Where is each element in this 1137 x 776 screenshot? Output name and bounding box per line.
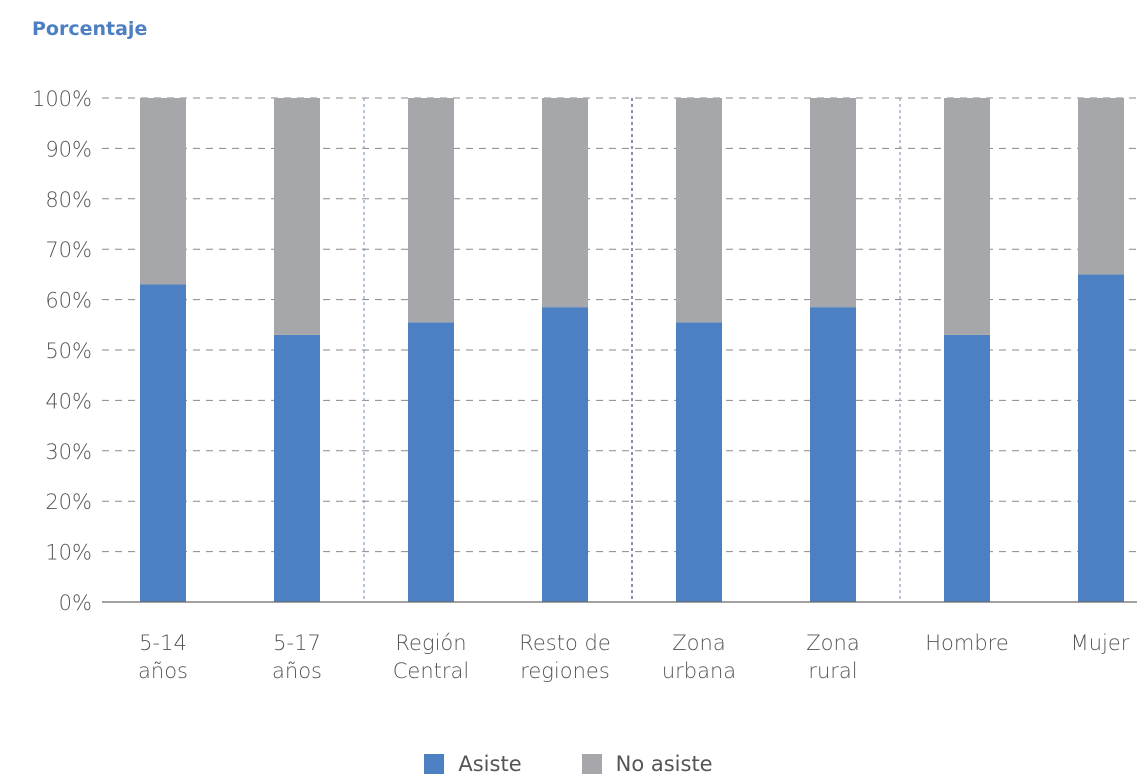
category-label: Hombre — [925, 631, 1009, 655]
category-label: Zona urbana — [662, 631, 736, 683]
y-tick-label: 30% — [45, 440, 92, 464]
y-axis-title: Porcentaje — [32, 18, 148, 40]
bar-no-asiste — [408, 98, 454, 323]
bar-no-asiste — [542, 98, 588, 308]
legend-swatch-no-asiste — [581, 754, 602, 774]
category-label: Resto de regiones — [519, 631, 611, 683]
y-tick-label: 40% — [45, 389, 92, 413]
legend-label-asiste: Asiste — [458, 752, 522, 776]
bar-asiste — [140, 284, 186, 602]
bar-no-asiste — [1078, 98, 1124, 275]
legend-item-no-asiste: No asiste — [581, 752, 713, 776]
bar-no-asiste — [140, 98, 186, 285]
category-labels: 5-14 años 5-17 años Región Central Resto de reg… — [138, 631, 1130, 683]
bar-asiste — [408, 322, 454, 602]
bar-no-asiste — [274, 98, 320, 335]
legend-label-no-asiste: No asiste — [615, 752, 713, 776]
y-tick-label: 10% — [45, 541, 92, 565]
bar-asiste — [542, 307, 588, 602]
y-tick-label: 90% — [45, 137, 92, 161]
y-tick-label: 60% — [45, 289, 92, 313]
bar-asiste — [676, 322, 722, 602]
bar-no-asiste — [810, 98, 856, 308]
y-tick-labels: 0% 10% 20% 30% 40% 50% 60% 70% 80% 90% 100% — [32, 87, 92, 615]
y-tick-label: 20% — [45, 490, 92, 514]
stacked-bar-chart: 0% 10% 20% 30% 40% 50% 60% 70% 80% 90% 100% 5-14 añ… — [32, 87, 1137, 683]
y-tick-label: 80% — [45, 188, 92, 212]
category-label: 5-17 años — [272, 631, 322, 683]
legend-item-asiste: Asiste — [424, 752, 522, 776]
category-label: Mujer — [1071, 631, 1130, 655]
bar-asiste — [810, 307, 856, 602]
bar-asiste — [1078, 274, 1124, 602]
bar-asiste — [274, 334, 320, 602]
group-separators — [363, 98, 901, 602]
y-tick-label: 50% — [45, 339, 92, 363]
category-label: Región Central — [393, 631, 469, 683]
legend-swatch-asiste — [424, 754, 445, 774]
bars — [140, 98, 1124, 602]
y-tick-label: 100% — [32, 87, 92, 111]
y-tick-label: 0% — [59, 591, 92, 615]
category-label: Zona rural — [806, 631, 859, 683]
legend: Asiste No asiste — [0, 752, 1137, 776]
category-label: 5-14 años — [138, 631, 188, 683]
bar-no-asiste — [944, 98, 990, 335]
bar-no-asiste — [676, 98, 722, 323]
y-tick-label: 70% — [45, 238, 92, 262]
bar-asiste — [944, 334, 990, 602]
